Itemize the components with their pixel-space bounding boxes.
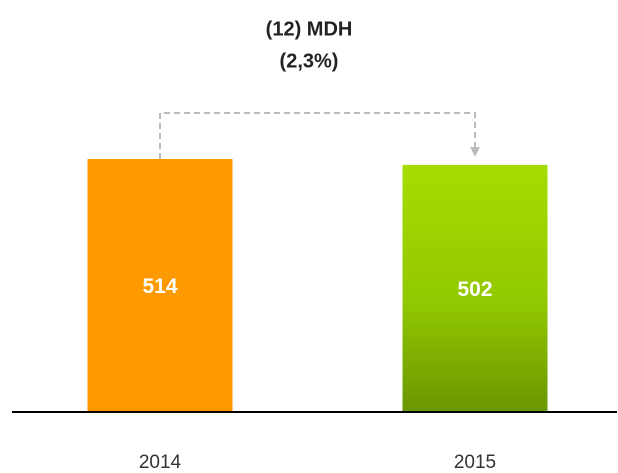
value-label: 502 (457, 278, 492, 301)
annotation: (12) MDH (266, 18, 353, 40)
annotation: (2,3%) (280, 50, 339, 72)
connector (159, 112, 480, 159)
bar (87, 159, 233, 412)
x-tick-label: 2015 (454, 452, 496, 473)
bar (402, 164, 548, 412)
value-label: 514 (142, 275, 177, 298)
x-tick-label: 2014 (139, 452, 182, 473)
